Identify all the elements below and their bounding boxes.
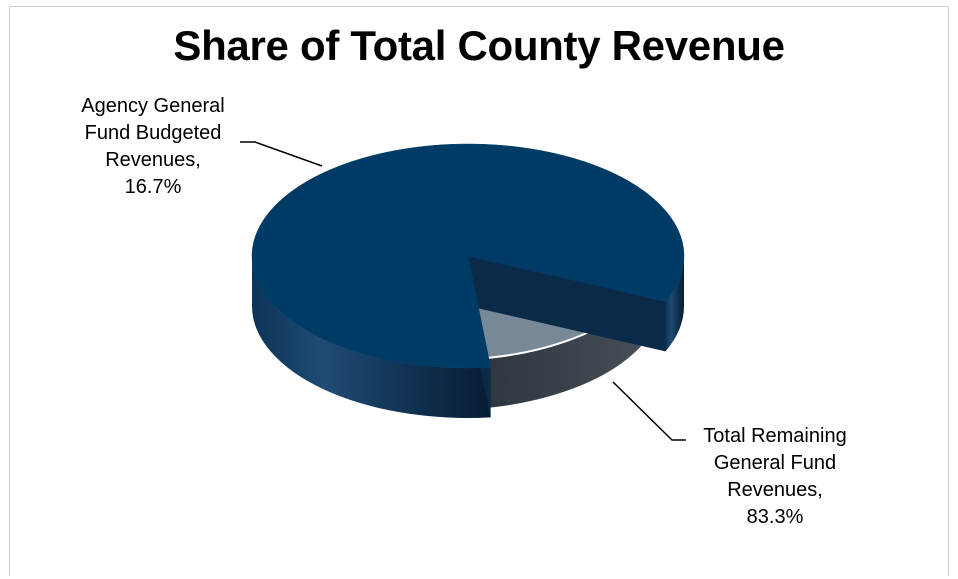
slice-label-line: Revenues,: [105, 149, 201, 171]
slice-label-line: Total Remaining: [703, 425, 846, 447]
slice-label-line: Revenues,: [727, 479, 823, 501]
slice-label-line: 16.7%: [125, 176, 182, 198]
pie-side-wall: [252, 256, 491, 418]
slice-label-line: General Fund: [714, 452, 836, 474]
slice-label-line: Fund Budgeted: [85, 122, 222, 144]
pie-slice-remaining-general-fund: [251, 143, 685, 418]
pie-cut-face: [468, 256, 666, 352]
slice-label: Agency General Fund Budgeted Revenues, 16.7…: [81, 95, 224, 198]
pie-side-wall: [665, 256, 684, 352]
chart-title: Share of Total County Revenue: [173, 22, 785, 69]
pie-top-face: [251, 143, 685, 369]
leader-line: [612, 381, 686, 441]
slice-label-line: 83.3%: [747, 506, 804, 528]
slice-label-line: Agency General: [81, 95, 224, 117]
leader-line: [240, 141, 323, 167]
pie-side-wall: [468, 293, 644, 410]
slice-label: Total Remaining General Fund Revenues, 83.3…: [703, 425, 846, 528]
